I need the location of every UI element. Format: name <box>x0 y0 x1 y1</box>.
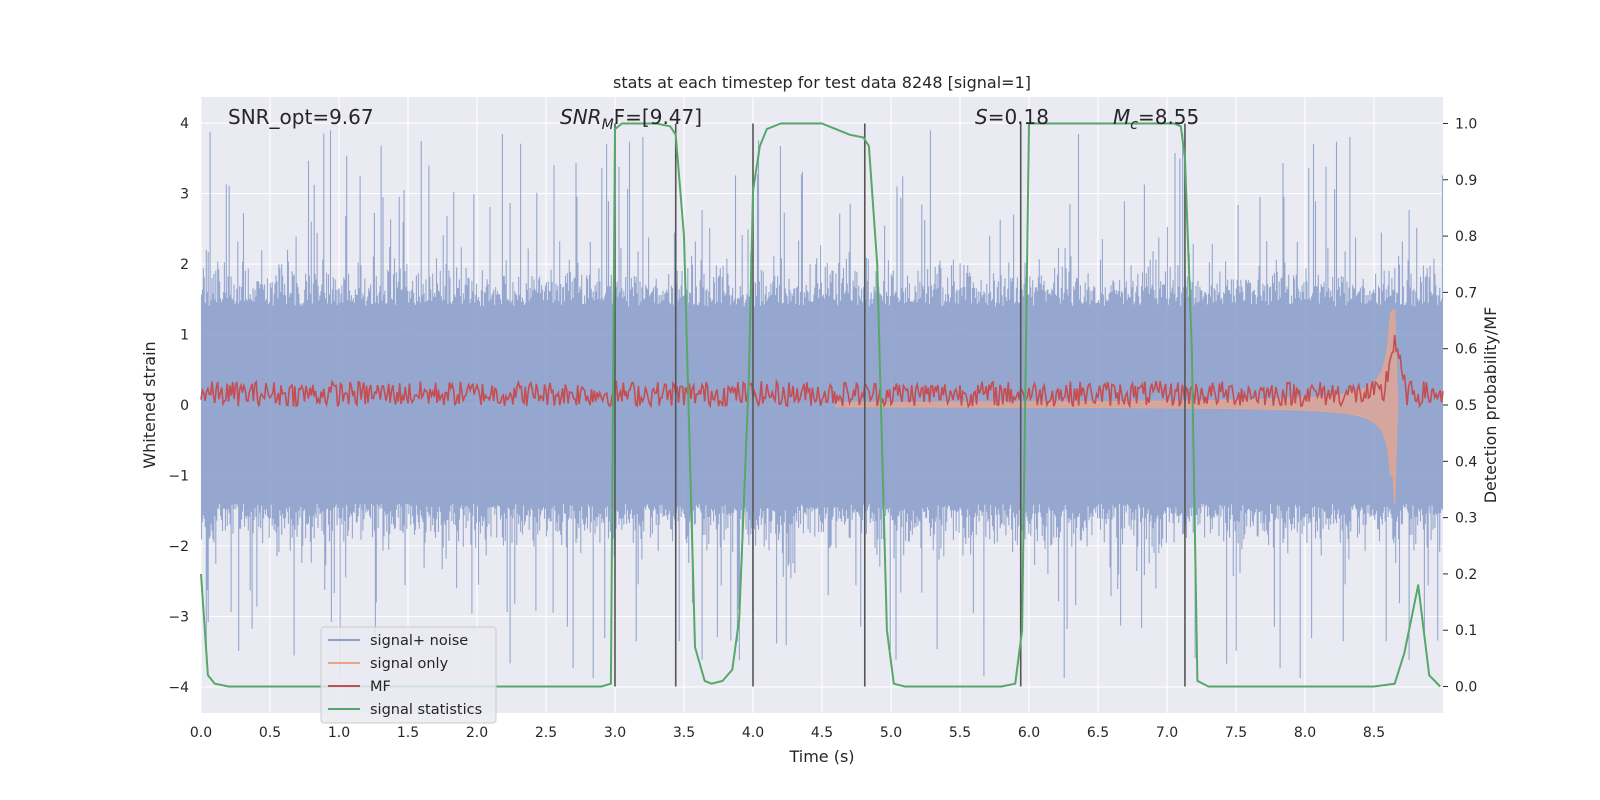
x-tick-label: 2.0 <box>466 725 488 741</box>
left-y-tick-label: 2 <box>180 257 189 273</box>
x-tick-label: 0.0 <box>190 725 212 741</box>
s-annotation: S=0.18 <box>975 105 1049 129</box>
x-tick-label: 6.5 <box>1087 725 1109 741</box>
x-axis-label: Time (s) <box>788 747 854 766</box>
right-y-tick-label: 0.5 <box>1455 398 1477 414</box>
right-y-tick-label: 0.7 <box>1455 285 1477 301</box>
left-y-axis-label: Whitened strain <box>140 341 159 468</box>
right-y-axis-label: Detection probability/MF <box>1481 307 1500 504</box>
left-y-axis-ticks: −4 −3 −2 −1 0 1 2 3 4 <box>168 116 189 696</box>
mf-line <box>200 334 1444 409</box>
right-y-tick-label: 0.4 <box>1455 454 1477 470</box>
left-y-tick-label: 3 <box>180 187 189 203</box>
right-y-axis-ticks: 0.0 0.1 0.2 0.3 0.4 0.5 0.6 0.7 0.8 0.9 1.0 <box>1443 116 1477 696</box>
x-tick-label: 4.0 <box>742 725 764 741</box>
right-y-tick-label: 0.2 <box>1455 567 1477 583</box>
chart-title: stats at each timestep for test data 824… <box>613 73 1031 92</box>
legend-box <box>320 626 497 724</box>
right-y-tick-label: 0.6 <box>1455 342 1477 358</box>
right-y-tick-label: 0.0 <box>1455 680 1477 696</box>
left-y-tick-label: −3 <box>168 609 189 625</box>
legend-label-signal-statistics: signal statistics <box>370 702 482 718</box>
mc-annotation: Mc=8.55 <box>1113 105 1199 133</box>
x-tick-label: 3.0 <box>604 725 626 741</box>
x-tick-label: 7.5 <box>1225 725 1247 741</box>
legend-label-signal-only: signal only <box>370 656 449 672</box>
detection-boundary-lines <box>614 123 1186 687</box>
mf-series <box>200 334 1444 409</box>
x-tick-label: 7.0 <box>1156 725 1178 741</box>
right-y-tick-label: 1.0 <box>1455 116 1477 132</box>
x-tick-label: 0.5 <box>259 725 281 741</box>
left-y-tick-label: 1 <box>180 328 189 344</box>
x-tick-label: 2.5 <box>535 725 557 741</box>
left-y-tick-label: −4 <box>168 680 189 696</box>
snr-mf-annotation: SNRMF=[9.47] <box>560 105 702 133</box>
right-y-tick-label: 0.9 <box>1455 173 1477 189</box>
right-y-tick-label: 0.8 <box>1455 229 1477 245</box>
legend: signal+ noise signal only MF signal stat… <box>320 626 497 724</box>
x-tick-label: 5.0 <box>880 725 902 741</box>
x-tick-label: 4.5 <box>811 725 833 741</box>
right-y-tick-label: 0.1 <box>1455 623 1477 639</box>
legend-label-mf: MF <box>370 679 391 695</box>
x-tick-label: 6.0 <box>1018 725 1040 741</box>
left-y-tick-label: 0 <box>180 398 189 414</box>
x-tick-label: 1.0 <box>328 725 350 741</box>
x-tick-label: 8.5 <box>1363 725 1385 741</box>
left-y-tick-label: −2 <box>168 539 189 555</box>
x-axis-ticks: 0.0 0.5 1.0 1.5 2.0 2.5 3.0 3.5 4.0 4.5 5.0 5.5 6.0 6… <box>190 725 1385 741</box>
x-tick-label: 8.0 <box>1294 725 1316 741</box>
x-tick-label: 3.5 <box>673 725 695 741</box>
legend-label-signal-noise: signal+ noise <box>370 633 468 649</box>
right-y-tick-label: 0.3 <box>1455 511 1477 527</box>
x-tick-label: 5.5 <box>949 725 971 741</box>
snr-opt-annotation: SNR_opt=9.67 <box>228 105 374 129</box>
left-y-tick-label: −1 <box>168 468 189 484</box>
left-y-tick-label: 4 <box>180 116 189 132</box>
x-tick-label: 1.5 <box>397 725 419 741</box>
